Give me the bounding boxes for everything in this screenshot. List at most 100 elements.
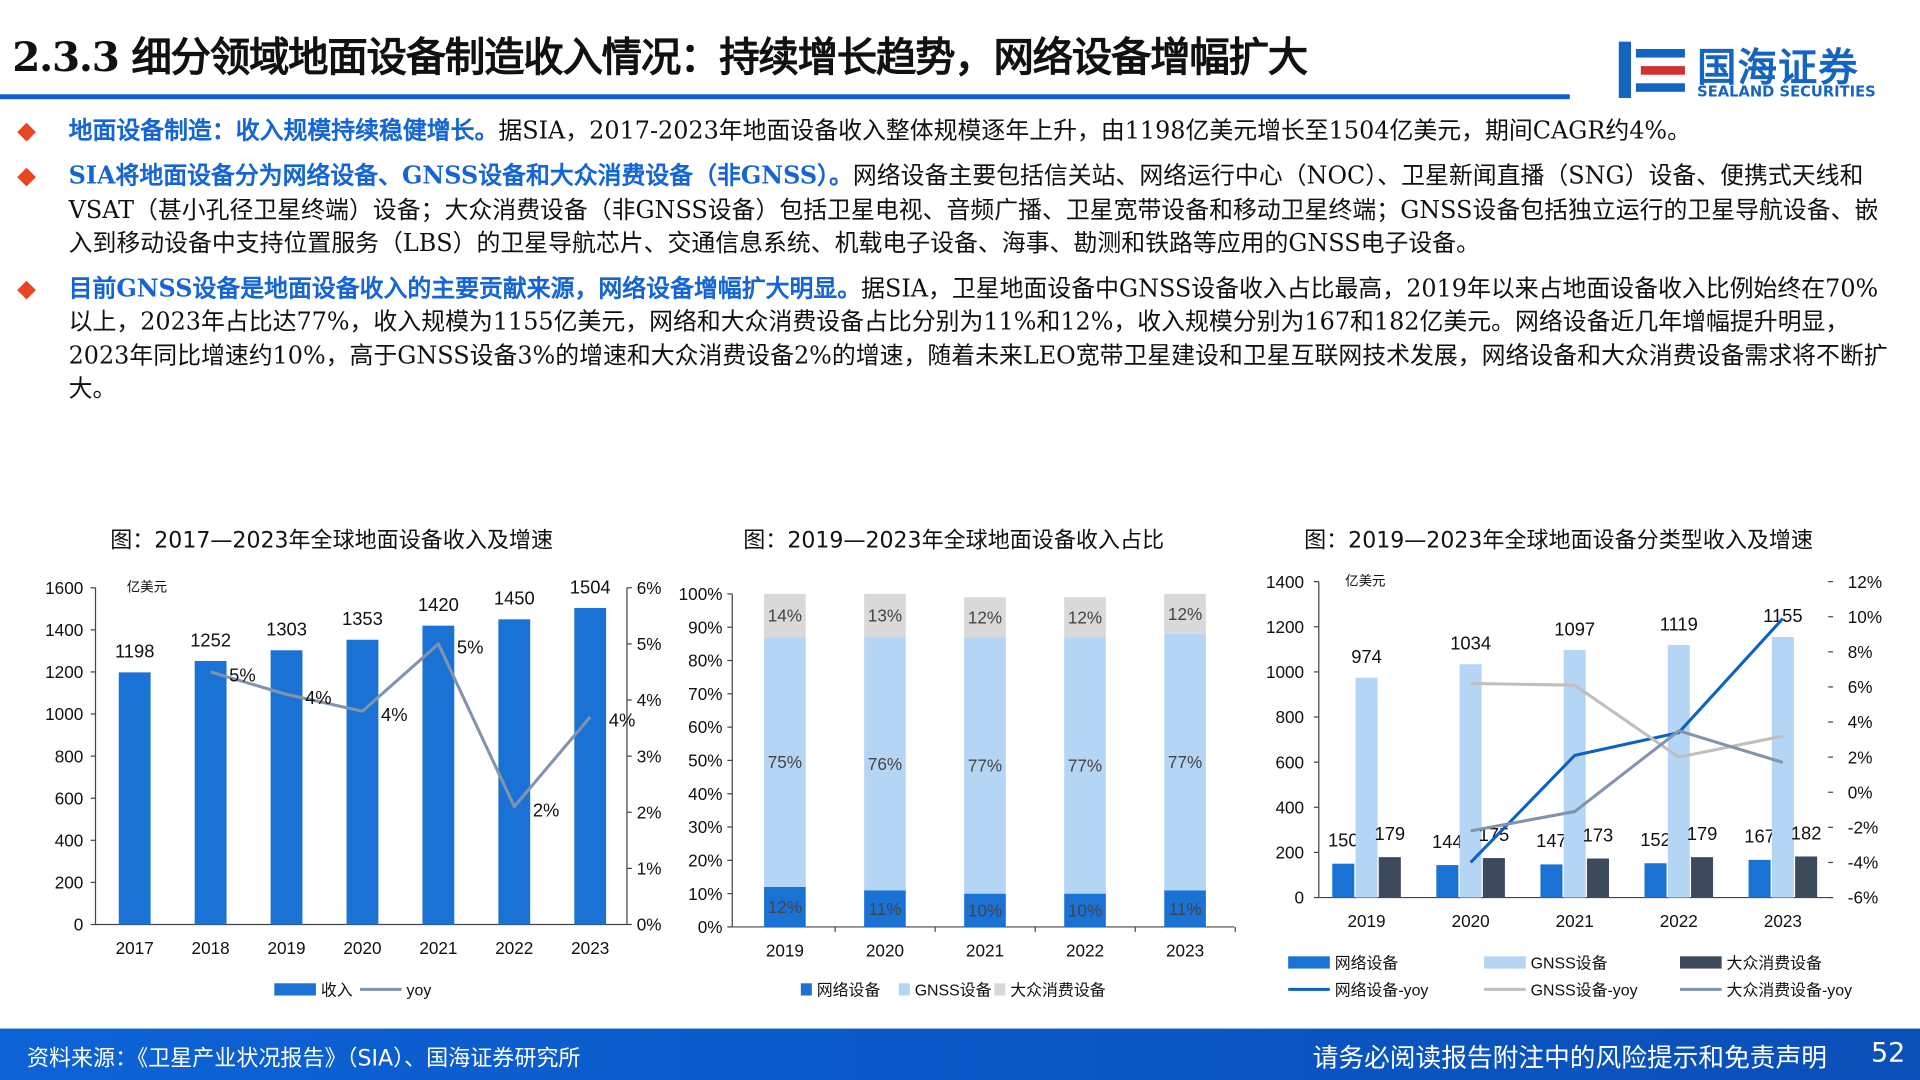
stacked-bar-segment (1164, 890, 1206, 927)
segment-data-label: 14% (768, 606, 802, 626)
bar-data-label: 1420 (418, 594, 459, 615)
segment-data-label: 12% (968, 607, 1002, 627)
chart3-title: 图：2019—2023年全球地面设备分类型收入及增速 (1304, 527, 1814, 554)
bullet-item: ◆ 地面设备制造：收入规模持续稳健增长。据SIA，2017-2023年地面设备收入… (17, 114, 1890, 147)
x-tick-label: 2019 (766, 940, 804, 960)
bar-data-label: 1504 (570, 576, 611, 597)
y-tick-label: 400 (1276, 797, 1305, 817)
stacked-bar-segment (1064, 597, 1106, 638)
x-tick-label: 2022 (495, 938, 533, 958)
x-tick-label: 2018 (192, 938, 230, 958)
x-tick-label: 2023 (1166, 940, 1204, 960)
y2-tick-label: 6% (1848, 677, 1873, 697)
bar-data-label: 144 (1432, 831, 1463, 852)
stacked-bar-segment (764, 593, 806, 638)
bar-data-label: 1353 (342, 608, 383, 629)
segment-data-label: 12% (1168, 604, 1202, 624)
stacked-bar-segment (1064, 893, 1106, 927)
segment-data-label: 76% (868, 754, 902, 774)
bullet-highlight: 目前GNSS设备是地面设备收入的主要贡献来源，网络设备增幅扩大明显。 (68, 274, 862, 303)
x-tick-label: 2022 (1660, 911, 1698, 931)
legend-label: 大众消费设备-yoy (1727, 982, 1853, 1000)
yoy-data-label: 4% (609, 710, 636, 731)
stacked-bar-segment (964, 597, 1006, 638)
bar-gnss (1667, 645, 1690, 898)
y-tick-label: 80% (688, 651, 722, 671)
y-tick-label: 1600 (45, 578, 83, 598)
y-tick-label: 1400 (1266, 572, 1304, 592)
y-tick-label: 800 (1276, 707, 1305, 727)
diamond-icon: ◆ (17, 160, 36, 191)
yoy-data-label: 2% (533, 799, 560, 820)
disclaimer: 请务必阅读报告附注中的风险提示和免责声明 (1312, 1043, 1827, 1073)
logo-text-en: SEALAND SECURITIES (1697, 83, 1876, 101)
segment-data-label: 11% (1169, 899, 1202, 919)
legend-swatch (1680, 956, 1722, 969)
x-tick-label: 2020 (343, 938, 381, 958)
segment-data-label: 12% (1068, 607, 1102, 627)
bar-data-label: 1198 (115, 641, 154, 662)
legend-swatch (1288, 956, 1330, 969)
bar-data-label: 173 (1583, 824, 1614, 845)
bar-data-label: 179 (1687, 823, 1718, 844)
bar-consumer (1378, 857, 1401, 898)
y-tick-label: 600 (55, 788, 84, 808)
y-tick-label: 400 (55, 830, 84, 850)
y-tick-label: 200 (1276, 843, 1305, 863)
y2-tick-label: 0% (637, 915, 662, 935)
bar-network (1540, 864, 1563, 898)
page-number: 52 (1871, 1038, 1906, 1069)
unit-label: 亿美元 (1345, 573, 1385, 589)
x-tick-label: 2020 (1452, 911, 1490, 931)
bar-revenue (346, 639, 379, 925)
bullet-item: ◆ SIA将地面设备分为网络设备、GNSS设备和大众消费设备（非GNSS）。网络设… (17, 160, 1890, 260)
y-tick-label: 0 (74, 915, 84, 935)
bar-revenue (118, 672, 151, 925)
y2-tick-label: 4% (637, 690, 662, 710)
bar-data-label: 1119 (1660, 613, 1698, 634)
bar-data-label: 1252 (190, 629, 231, 650)
x-tick-label: 2021 (966, 940, 1004, 960)
yoy-data-label: 4% (305, 687, 332, 708)
bar-data-label: 974 (1351, 646, 1382, 667)
bar-consumer (1795, 856, 1818, 898)
legend-swatch (800, 983, 812, 996)
y-tick-label: 10% (688, 884, 722, 904)
bar-network (1332, 863, 1355, 898)
bar-data-label: 147 (1536, 830, 1567, 851)
y-tick-label: 50% (688, 751, 722, 771)
title-divider (0, 94, 1570, 100)
y-tick-label: 1000 (1266, 662, 1304, 682)
bar-data-label: 1450 (494, 588, 535, 609)
y2-tick-label: -6% (1848, 888, 1878, 908)
bullet-highlight: 地面设备制造：收入规模持续稳健增长。 (68, 116, 499, 145)
charts-canvas: 020040060080010001200140016000%1%2%3%4%5… (45, 572, 1882, 1000)
logo-text-cn: 国海证券 (1697, 44, 1859, 91)
bar-data-label: 179 (1374, 823, 1405, 844)
legend-label: 大众消费设备 (1727, 955, 1823, 973)
y-tick-label: 800 (55, 746, 84, 766)
stacked-bar-segment (1164, 633, 1206, 891)
stacked-bar-segment (864, 637, 906, 891)
y-tick-label: 40% (688, 784, 722, 804)
logo-icon (1618, 41, 1685, 98)
bullet-list: ◆ 地面设备制造：收入规模持续稳健增长。据SIA，2017-2023年地面设备收入… (17, 114, 1890, 418)
diamond-icon: ◆ (17, 273, 36, 303)
y-tick-label: 20% (688, 850, 722, 870)
source-note: 资料来源：《卫星产业状况报告》（SIA）、国海证券研究所 (26, 1045, 581, 1072)
y-tick-label: 0% (698, 917, 723, 937)
y-tick-label: 1000 (45, 704, 83, 724)
segment-data-label: 75% (768, 752, 802, 772)
bar-data-label: 1155 (1763, 605, 1802, 626)
stacked-bar-segment (1064, 637, 1106, 894)
bar-revenue (422, 625, 455, 925)
y2-tick-label: 8% (1848, 642, 1873, 662)
bullet-item: ◆ 目前GNSS设备是地面设备收入的主要贡献来源，网络设备增幅扩大明显。据SIA，… (17, 272, 1890, 406)
bar-gnss (1355, 677, 1378, 898)
legend-label: GNSS设备 (915, 982, 992, 1000)
y-tick-label: 0 (1295, 888, 1305, 908)
y-tick-label: 100% (679, 584, 723, 604)
bar-data-label: 150 (1328, 830, 1359, 851)
page-title: 2.3.3 细分领域地面设备制造收入情况：持续增长趋势，网络设备增幅扩大 (12, 33, 1308, 81)
